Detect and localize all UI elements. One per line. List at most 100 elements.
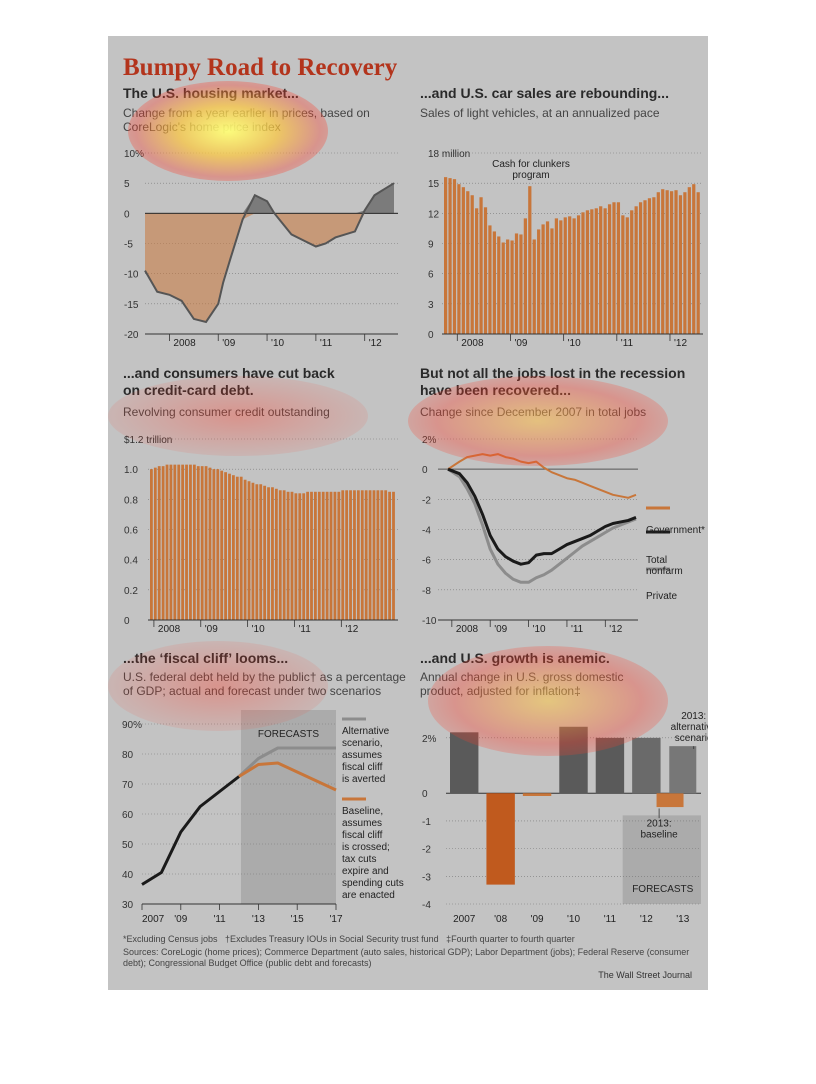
footnotes: *Excluding Census jobs †Excludes Treasur…	[123, 934, 575, 944]
credit-bar	[239, 476, 243, 620]
debt-subtitle: U.S. federal debt held by the public† as…	[123, 670, 406, 698]
credit-bar	[321, 491, 325, 620]
y-tick-label: 2%	[422, 734, 437, 745]
legend-label: nonfarm	[646, 566, 683, 577]
y-tick-label: 30	[122, 900, 134, 911]
gdp-subtitle: Annual change in U.S. gross domestic pro…	[420, 670, 624, 698]
y-tick-label: -15	[124, 300, 139, 311]
legend-label-alternative: Alternative	[342, 726, 390, 737]
annotation-baseline: baseline	[640, 829, 678, 840]
x-tick-label: '15	[291, 914, 304, 925]
car-sales-bar	[634, 206, 638, 334]
annotation-alternative: 2013:	[681, 711, 706, 722]
credit-bar	[157, 466, 161, 620]
credit-bar	[271, 487, 274, 620]
credit-bar	[290, 491, 294, 620]
car-sales-bar	[488, 225, 492, 334]
x-tick-label: '12	[609, 624, 622, 635]
y-tick-label: 0.2	[124, 586, 138, 597]
credit-bar	[282, 490, 286, 620]
credit-bar	[380, 490, 384, 620]
car-sales-bar	[501, 242, 505, 334]
x-tick-label: '09	[531, 914, 544, 925]
credit-bar	[247, 481, 251, 620]
y-tick-label: -6	[422, 556, 431, 567]
credit-bar	[185, 464, 188, 620]
credit-bar	[200, 466, 204, 620]
y-tick-label: 40	[122, 870, 134, 881]
car-sales-bar	[665, 190, 669, 334]
credit-bar	[216, 469, 220, 620]
credit-bar	[376, 490, 380, 620]
credit-chart: $1.2 trillion 1.0 0.8 0.6 0.4 0.2 0 2008 '09 '10 '…	[124, 435, 398, 635]
annotation-alternative: alternative	[671, 722, 708, 733]
x-tick-label: '11	[571, 624, 584, 635]
car-sales-bar	[448, 178, 452, 334]
credit-bar	[169, 464, 173, 620]
credit-bar	[189, 464, 192, 620]
y-tick-label: 18 million	[428, 149, 470, 160]
y-tick-label: 6	[428, 270, 434, 281]
y-tick-label: -20	[124, 330, 139, 341]
cars-subtitle: Sales of light vehicles, at an annualize…	[420, 106, 660, 120]
credit-bar	[349, 490, 352, 620]
car-sales-bar	[612, 202, 616, 334]
credit-title: ...and consumers have cut back on credit…	[123, 365, 335, 398]
x-tick-label: '13	[676, 914, 689, 925]
credit-bar	[294, 493, 298, 620]
car-sales-bar	[514, 233, 519, 334]
legend-label-alternative: fiscal cliff	[342, 762, 383, 773]
car-sales-bar	[576, 215, 581, 334]
y-tick-label: 50	[122, 840, 134, 851]
gdp-chart: FORECASTS2%0-1-2-3-42013:alternativescen…	[422, 711, 708, 925]
credit-subtitle: Revolving consumer credit outstanding	[123, 405, 330, 419]
car-sales-bar	[483, 207, 488, 334]
car-sales-bar	[444, 177, 448, 334]
cars-title: ...and U.S. car sales are rebounding...	[420, 85, 669, 101]
legend-label-baseline: spending cuts	[342, 878, 404, 889]
housing-title: The U.S. housing market...	[123, 85, 299, 101]
credit-bar	[224, 472, 227, 620]
x-tick-label: 2007	[453, 914, 476, 925]
y-tick-label: 1.0	[124, 465, 138, 476]
y-tick-label: 60	[122, 810, 134, 821]
gdp-bar	[595, 737, 625, 794]
credit-bar	[173, 464, 177, 620]
credit-bar	[341, 490, 345, 620]
car-sales-bar	[603, 208, 607, 334]
car-sales-bar	[683, 192, 687, 334]
credit-bar	[235, 476, 239, 620]
y-tick-label: 0	[422, 789, 428, 800]
car-sales-bar	[519, 234, 523, 334]
credit-bar	[278, 490, 282, 620]
y-tick-label: -4	[422, 900, 431, 911]
y-tick-label: -5	[124, 240, 133, 251]
sources: Sources: CoreLogic (home prices); Commer…	[123, 947, 690, 968]
wsj-credit: The Wall Street Journal	[598, 970, 692, 980]
car-sales-bar	[457, 184, 461, 334]
credit-bar	[360, 490, 364, 620]
y-tick-label: -2	[422, 845, 431, 856]
credit-bar	[314, 491, 317, 620]
x-tick-label: '10	[568, 338, 581, 349]
x-tick-label: '09	[222, 338, 235, 349]
car-sales-bar	[581, 212, 585, 334]
y-tick-label: 10%	[124, 149, 144, 160]
legend-label-baseline: assumes	[342, 818, 382, 829]
legend-label-alternative: scenario,	[342, 738, 383, 749]
credit-bar	[196, 466, 200, 620]
legend-label-alternative: is averted	[342, 774, 385, 785]
y-tick-label: 15	[428, 179, 440, 190]
x-tick-label: '09	[174, 914, 187, 925]
forecast-band	[240, 710, 336, 904]
x-tick-label: '13	[252, 914, 265, 925]
gdp-bar	[450, 732, 479, 794]
credit-bar	[384, 490, 388, 620]
car-sales-bar	[532, 239, 536, 334]
y-tick-label: 9	[428, 240, 434, 251]
credit-bar	[208, 467, 212, 620]
credit-bar	[286, 491, 290, 620]
car-sales-bar	[594, 208, 598, 334]
jobs-series-line	[447, 453, 637, 499]
